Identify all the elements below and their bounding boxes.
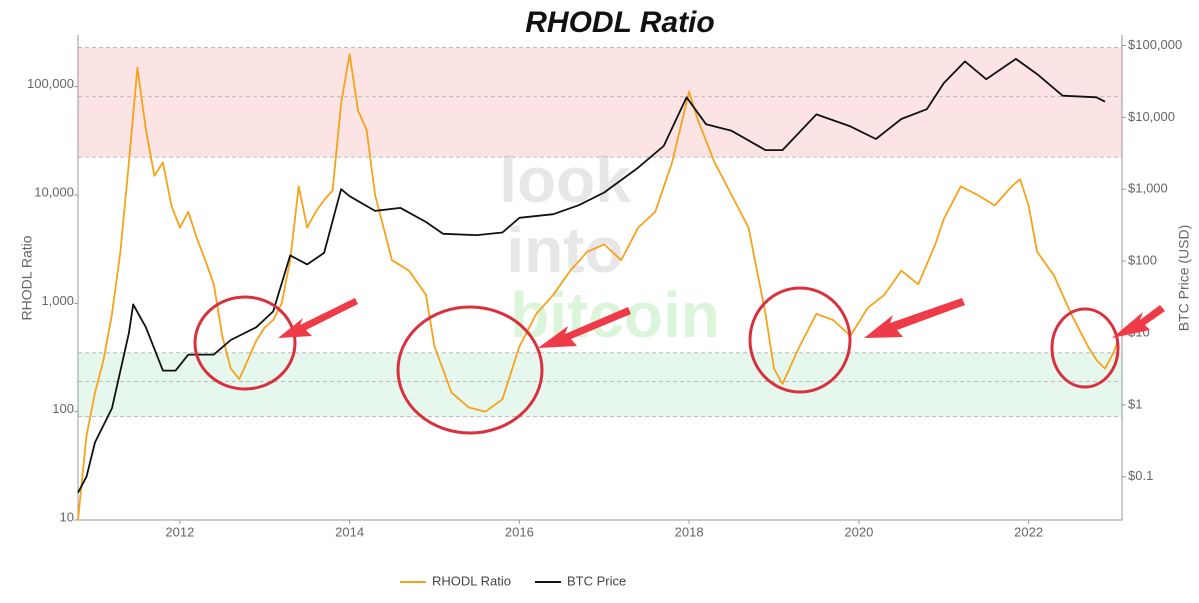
plot: 101001,00010,000100,000$0.1$1$10$100$1,0… — [27, 35, 1182, 539]
y2-tick-label: $1,000 — [1128, 181, 1168, 196]
x-tick-label: 2014 — [335, 524, 364, 539]
y-tick-label: 100 — [52, 401, 74, 416]
y-tick-label: 10,000 — [34, 184, 74, 199]
watermark-text: into — [506, 214, 623, 286]
y2-axis-title: BTC Price (USD) — [1176, 225, 1192, 332]
y2-tick-label: $100,000 — [1128, 37, 1182, 52]
bands — [78, 47, 1122, 418]
highlight-circle — [748, 286, 852, 394]
x-tick-label: 2018 — [675, 524, 704, 539]
y-tick-label: 10 — [60, 509, 74, 524]
highlight-circle — [396, 305, 544, 435]
arrows — [278, 298, 1165, 348]
y-axis-title: RHODL Ratio — [19, 235, 35, 320]
highlight-circle — [1050, 307, 1120, 389]
band — [78, 47, 1122, 158]
y-tick-label: 100,000 — [27, 76, 74, 91]
legend-label: BTC Price — [567, 573, 626, 588]
band — [78, 352, 1122, 417]
legend: RHODL Ratio BTC Price — [400, 573, 626, 588]
x-tick-label: 2020 — [844, 524, 873, 539]
arrow — [278, 298, 358, 338]
chart-title: RHODL Ratio — [525, 6, 714, 39]
arrow — [864, 298, 965, 338]
watermark-text: look — [499, 144, 631, 216]
y2-tick-label: $100 — [1128, 253, 1157, 268]
annotations — [193, 286, 1120, 435]
x-tick-label: 2012 — [165, 524, 194, 539]
y2-tick-label: $1 — [1128, 396, 1142, 411]
highlight-circle — [193, 295, 297, 391]
y2-tick-label: $10,000 — [1128, 109, 1175, 124]
x-tick-label: 2016 — [505, 524, 534, 539]
series-line — [77, 53, 1119, 521]
arrow — [1112, 305, 1165, 338]
arrow — [538, 307, 631, 348]
x-tick-label: 2022 — [1014, 524, 1043, 539]
series-line — [77, 58, 1106, 494]
y2-tick-label: $0.1 — [1128, 468, 1153, 483]
legend-label: RHODL Ratio — [432, 573, 511, 588]
y-tick-label: 1,000 — [41, 293, 74, 308]
